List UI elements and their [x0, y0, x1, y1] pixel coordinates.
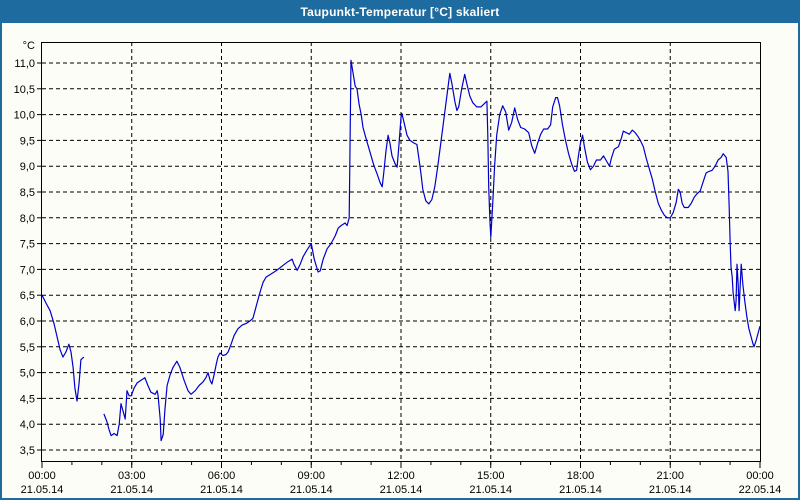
window-titlebar: Taupunkt-Temperatur [°C] skaliert — [2, 2, 798, 23]
x-tick-date-label: 21.05.14 — [380, 484, 423, 496]
x-tick-date-label: 21.05.14 — [110, 484, 153, 496]
x-tick-date-label: 21.05.14 — [290, 484, 333, 496]
y-tick-label: 11,0 — [14, 58, 35, 70]
x-tick-time-label: 12:00 — [387, 470, 415, 482]
axis-labels: 11,0 10,5 10,0 9,5 9,0 8,5 8,0 7,5 7,0 6,5 6,0 5,5 5… — [14, 40, 782, 496]
x-tick-time-label: 00:00 — [746, 470, 774, 482]
y-tick-label: 7,5 — [20, 239, 35, 251]
y-tick-label: 5,0 — [20, 368, 35, 380]
x-tick-time-label: 09:00 — [297, 470, 325, 482]
y-tick-label: 10,0 — [14, 110, 35, 122]
y-tick-label: 8,5 — [20, 187, 35, 199]
x-tick-time-label: 18:00 — [567, 470, 595, 482]
y-tick-label: 6,0 — [20, 316, 35, 328]
data-line — [41, 294, 85, 402]
y-tick-label: 8,0 — [20, 213, 35, 225]
plot-border — [41, 42, 761, 462]
x-tick-date-label: 21.05.14 — [200, 484, 243, 496]
series-line — [41, 59, 761, 442]
data-line — [103, 59, 761, 442]
y-tick-label: 9,0 — [20, 161, 35, 173]
x-tick-date-label: 21.05.14 — [559, 484, 602, 496]
y-tick-label: 3,5 — [20, 445, 35, 457]
x-tick-time-label: 03:00 — [118, 470, 146, 482]
y-tick-label: 7,0 — [20, 264, 35, 276]
x-tick-date-label: 21.05.14 — [649, 484, 692, 496]
y-tick-label: 10,5 — [14, 84, 35, 96]
x-tick-time-label: 06:00 — [208, 470, 236, 482]
y-tick-label: 5,5 — [20, 342, 35, 354]
x-tick-time-label: 00:00 — [28, 470, 56, 482]
y-tick-label: 9,5 — [20, 135, 35, 147]
x-tick-date-label: 21.05.14 — [469, 484, 512, 496]
y-tick-label: 4,5 — [20, 393, 35, 405]
x-tick-date-label: 21.05.14 — [21, 484, 64, 496]
x-tick-time-label: 15:00 — [477, 470, 505, 482]
window-title: Taupunkt-Temperatur [°C] skaliert — [300, 5, 500, 19]
x-tick-date-label: 22.05.14 — [739, 484, 782, 496]
x-tick-time-label: 21:00 — [656, 470, 684, 482]
y-tick-label: 6,5 — [20, 290, 35, 302]
y-axis-unit-label: °C — [23, 40, 35, 52]
gridlines — [42, 42, 760, 461]
axis-ticks — [37, 62, 761, 468]
y-tick-label: 4,0 — [20, 419, 35, 431]
